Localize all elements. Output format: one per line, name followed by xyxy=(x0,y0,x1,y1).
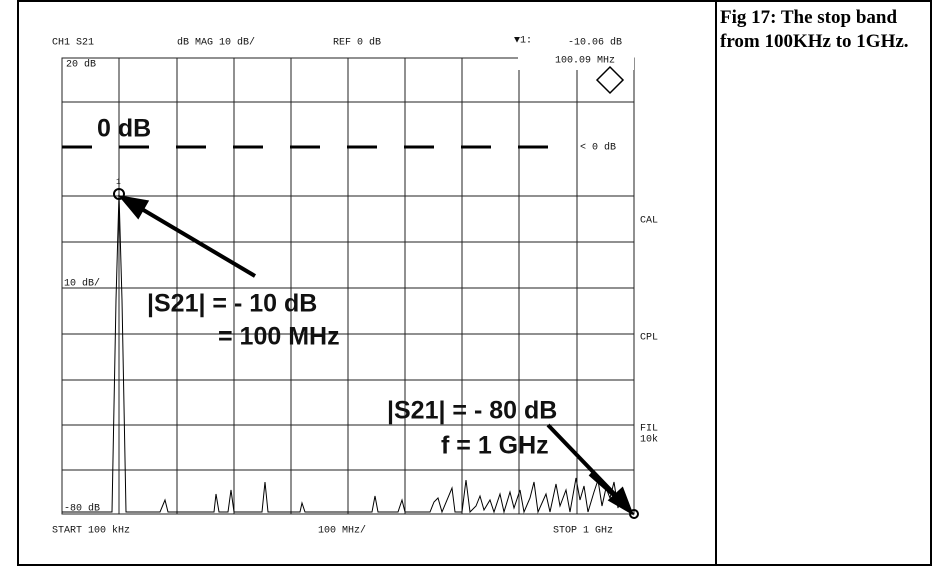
label: 1 xyxy=(116,178,121,187)
label: STOP 1 GHz xyxy=(553,526,613,537)
label: ▼1: xyxy=(514,36,532,47)
label: FIL xyxy=(640,424,658,435)
marker-box xyxy=(518,30,634,70)
arrows xyxy=(117,195,634,516)
label: 100.09 MHz xyxy=(555,56,615,67)
logo xyxy=(595,65,625,95)
label: dB MAG 10 dB/ xyxy=(177,37,255,49)
label: < 0 dB xyxy=(580,142,616,154)
label: 10k xyxy=(640,434,658,446)
annotation: 0 dB xyxy=(97,115,151,143)
label: -80 dB xyxy=(64,503,100,515)
label: CH1 S21 xyxy=(52,38,94,49)
caption: Fig 17: The stop band from 100KHz to 1GH… xyxy=(720,7,909,52)
label: 100 MHz/ xyxy=(318,525,366,537)
annotation: = 100 MHz xyxy=(218,323,340,351)
label: CAL xyxy=(640,216,658,227)
marker xyxy=(113,188,125,200)
annotation: f = 1 GHz xyxy=(441,432,549,460)
frame xyxy=(17,0,932,566)
label: REF 0 dB xyxy=(333,37,381,49)
label: 10 dB/ xyxy=(64,278,100,290)
label: 20 dB xyxy=(66,59,96,71)
annotation: |S21| = - 80 dB xyxy=(387,397,557,425)
annotation: |S21| = - 10 dB xyxy=(147,290,317,318)
label: CPL xyxy=(640,333,658,344)
label: START 100 kHz xyxy=(52,525,130,537)
trace xyxy=(62,193,635,515)
label: -10.06 dB xyxy=(568,37,622,49)
marker xyxy=(629,509,639,519)
grid xyxy=(61,57,635,515)
